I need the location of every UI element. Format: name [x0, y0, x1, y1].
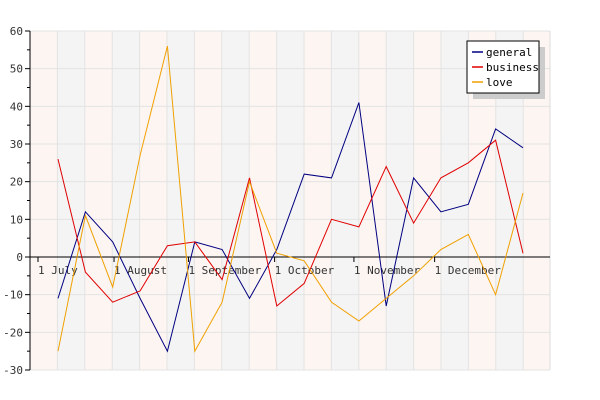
background-band	[331, 31, 359, 370]
y-tick-label: 50	[10, 63, 23, 76]
y-tick-label: 40	[10, 100, 23, 113]
y-tick-label: -20	[3, 326, 23, 339]
y-tick-label: 60	[10, 25, 23, 38]
x-month-label: 1 July	[38, 264, 78, 277]
background-band	[112, 31, 140, 370]
y-axis-ticks: -30 -20 -10 0 10 20 30 40 50 60	[3, 25, 30, 377]
y-tick-label: -10	[3, 289, 23, 302]
y-tick-label: -30	[3, 364, 23, 377]
legend: general business love	[466, 40, 545, 99]
series-line-general	[57, 102, 524, 353]
background-band	[30, 31, 58, 370]
background-band	[194, 31, 222, 370]
background-band	[57, 31, 85, 370]
x-month-label: 1 August	[114, 264, 167, 277]
legend-label-love: love	[486, 76, 513, 89]
legend-label-general: general	[486, 46, 532, 59]
y-tick-label: 20	[10, 176, 23, 189]
background-band	[84, 31, 113, 370]
background-band	[221, 31, 250, 370]
background-band	[276, 31, 304, 370]
x-month-label: 1 November	[354, 264, 421, 277]
background-band	[139, 31, 167, 370]
background-band	[386, 31, 414, 370]
background-band	[304, 31, 332, 370]
background-band	[249, 31, 277, 370]
x-month-label: 1 December	[435, 264, 502, 277]
legend-label-business: business	[486, 61, 539, 74]
series-lines	[57, 45, 524, 353]
series-line-love	[57, 45, 524, 353]
y-tick-label: 10	[10, 213, 23, 226]
background-band	[441, 31, 469, 370]
y-tick-label: 0	[16, 251, 23, 264]
series-line-business	[57, 139, 524, 307]
grid-lines	[30, 30, 551, 371]
y-tick-label: 30	[10, 138, 23, 151]
background-bands	[30, 31, 550, 370]
x-month-label: 1 October	[275, 264, 335, 277]
